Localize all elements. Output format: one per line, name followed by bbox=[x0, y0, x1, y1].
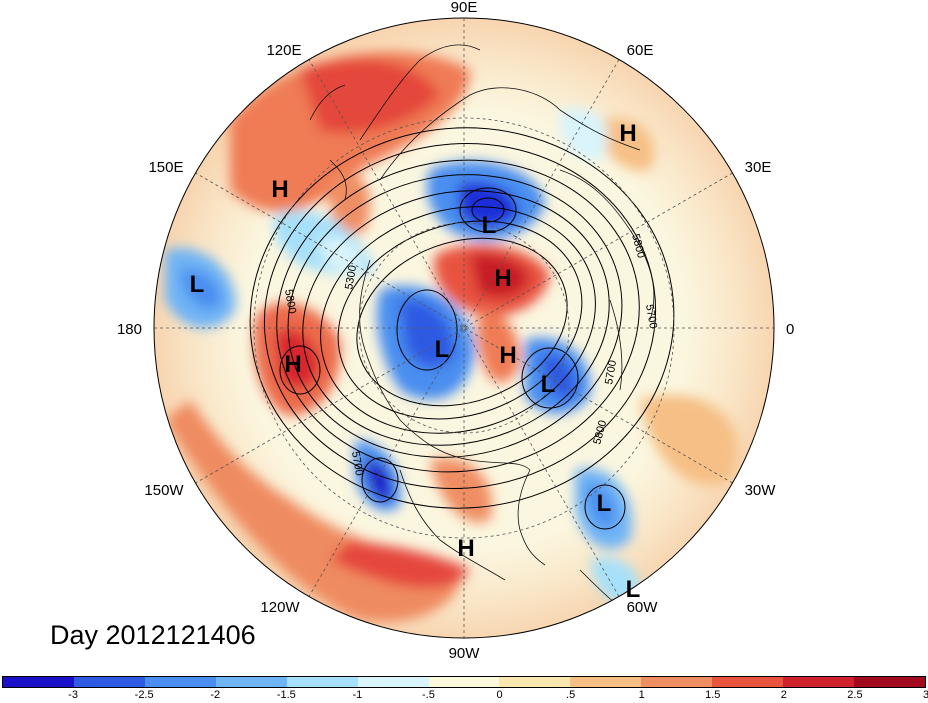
colorbar-swatch bbox=[641, 677, 713, 687]
contour-label: 5700 bbox=[349, 450, 365, 476]
low-pressure-marker: L bbox=[597, 490, 612, 517]
graticule bbox=[154, 18, 774, 638]
longitude-label: 30W bbox=[745, 482, 777, 499]
longitude-label: 120E bbox=[266, 42, 301, 59]
high-pressure-marker: H bbox=[284, 351, 301, 378]
colorbar-tick-label: 1.5 bbox=[705, 689, 721, 701]
high-pressure-marker: H bbox=[499, 342, 516, 369]
low-pressure-marker: L bbox=[190, 271, 205, 298]
contour-label: 5700 bbox=[643, 303, 659, 329]
colorbar-swatch bbox=[73, 677, 145, 687]
longitude-label: 0 bbox=[786, 321, 794, 338]
colorbar-swatch bbox=[570, 677, 642, 687]
map-boundary bbox=[153, 17, 775, 639]
longitude-label: 180 bbox=[117, 321, 142, 338]
colorbar-swatch bbox=[783, 677, 855, 687]
colorbar-tick-label: 3 bbox=[922, 689, 928, 701]
longitude-label: 30E bbox=[745, 159, 772, 176]
height-contours bbox=[249, 127, 675, 530]
longitude-label: 60W bbox=[627, 599, 659, 616]
low-pressure-marker: L bbox=[482, 212, 497, 239]
longitude-label: 150E bbox=[148, 159, 183, 176]
colorbar bbox=[2, 676, 926, 688]
high-pressure-marker: H bbox=[457, 535, 474, 562]
high-pressure-marker: H bbox=[619, 120, 636, 147]
colorbar-tick-label: 2 bbox=[780, 689, 787, 701]
colorbar-tick-label: 0 bbox=[496, 689, 503, 701]
date-label: Day 2012121406 bbox=[50, 620, 256, 650]
longitude-label: 150W bbox=[144, 482, 184, 499]
colorbar-swatch bbox=[499, 677, 571, 687]
colorbar-tick-label: -1.5 bbox=[276, 689, 296, 701]
colorbar-swatch bbox=[712, 677, 784, 687]
contour-label: 5800 bbox=[282, 288, 298, 314]
colorbar-swatch bbox=[3, 677, 74, 687]
colorbar-swatch bbox=[854, 677, 925, 687]
colorbar-tick-label: 1 bbox=[638, 689, 645, 701]
low-pressure-marker: L bbox=[626, 576, 641, 603]
polar-map: 90E 60E 30E 0 30W 60W 90W 120W 150W 180 … bbox=[117, 0, 794, 662]
colorbar-swatch bbox=[428, 677, 500, 687]
contour-label: 5300 bbox=[343, 264, 359, 290]
colorbar-tick-label: -2.5 bbox=[134, 689, 154, 701]
contour-label: 5700 bbox=[603, 359, 619, 385]
high-pressure-marker: H bbox=[494, 265, 511, 292]
longitude-label: 120W bbox=[260, 599, 300, 616]
colorbar-tick-label: .5 bbox=[566, 689, 576, 701]
colorbar-swatch bbox=[357, 677, 429, 687]
longitude-label: 60E bbox=[627, 42, 654, 59]
coastlines bbox=[309, 44, 655, 621]
colorbar-ticks: -3 -2.5 -2 -1.5 -1 -.5 0 .5 1 1.5 2 2.5 3 bbox=[0, 689, 928, 703]
colorbar-tick-label: -3 bbox=[68, 689, 78, 701]
colorbar-tick-label: -.5 bbox=[422, 689, 435, 701]
longitude-label: 90W bbox=[449, 645, 481, 662]
colorbar-swatch bbox=[215, 677, 287, 687]
colorbar-tick-label: 2.5 bbox=[847, 689, 863, 701]
colorbar-tick-label: -1 bbox=[352, 689, 363, 701]
colorbar-swatch bbox=[286, 677, 358, 687]
colorbar-tick-label: -2 bbox=[210, 689, 221, 701]
high-pressure-marker: H bbox=[271, 176, 288, 203]
low-pressure-marker: L bbox=[435, 336, 450, 363]
longitude-label: 90E bbox=[451, 0, 478, 16]
colorbar-swatch bbox=[144, 677, 216, 687]
low-pressure-marker: L bbox=[541, 371, 556, 398]
